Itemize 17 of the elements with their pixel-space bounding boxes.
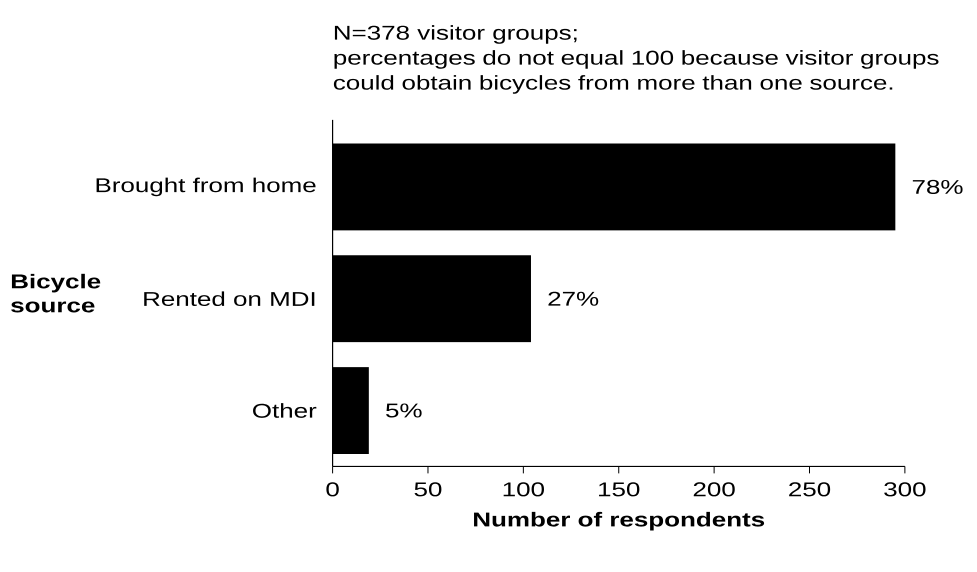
x-axis-title: Number of respondents: [474, 512, 764, 530]
x-tick-label: 250: [789, 482, 830, 496]
x-tick-label: 50: [414, 482, 442, 496]
x-tick-label: 100: [504, 482, 544, 496]
text: percentages do not equal 100 because visitor groups could obtain bicycles from more than one source.: [334, 50, 938, 94]
annotation: 27%: [548, 292, 598, 306]
annotation: 78%: [912, 180, 963, 194]
y-axis-title: Bicycle source: [11, 274, 100, 312]
y-tick-label: Other: [253, 403, 316, 418]
annotation: 5%: [386, 403, 422, 418]
y-tick-label: Brought from home: [96, 177, 316, 196]
x-tick-label: 300: [884, 482, 926, 496]
x-tick-label: 200: [694, 482, 735, 496]
text: N=378 visitor groups;: [334, 25, 577, 44]
x-tick-label: 150: [599, 482, 640, 496]
x-tick-label: 0: [326, 482, 339, 496]
y-tick-label: Rented on MDI: [144, 291, 314, 306]
